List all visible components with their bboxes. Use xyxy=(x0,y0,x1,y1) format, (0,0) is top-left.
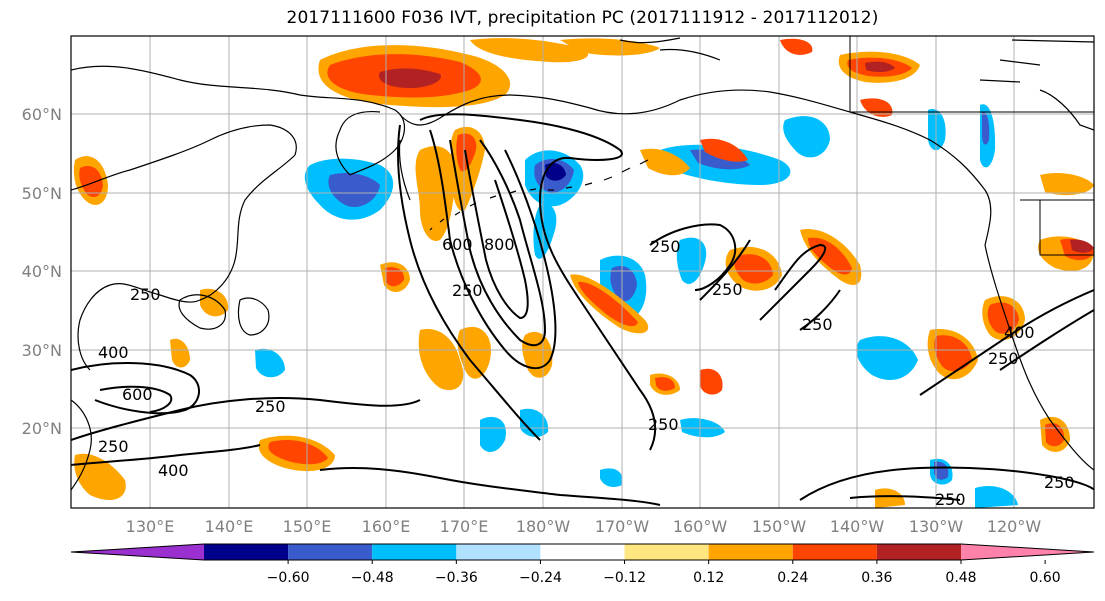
lon-label: 170°E xyxy=(440,517,489,536)
colorbar-tick-label: 0.24 xyxy=(777,570,808,586)
contour-label: 600 xyxy=(442,235,473,254)
colorbar-segment xyxy=(372,544,457,560)
colorbar-tick-label: −0.24 xyxy=(519,570,562,586)
lon-label: 140°W xyxy=(830,517,885,536)
contour-label: 250 xyxy=(988,349,1019,368)
lat-label: 30°N xyxy=(22,341,62,360)
lon-label: 150°W xyxy=(752,517,807,536)
contour-label: 250 xyxy=(650,237,681,256)
ivt-contours xyxy=(71,113,1094,506)
lon-label: 160°E xyxy=(362,517,411,536)
contour-label: 250 xyxy=(935,490,966,509)
contour-label: 250 xyxy=(255,397,286,416)
lon-label: 120°W xyxy=(987,517,1042,536)
lon-label: 160°W xyxy=(673,517,728,536)
lon-label: 180°W xyxy=(516,517,571,536)
colorbar-tick-label: 0.36 xyxy=(861,570,892,586)
boundaries xyxy=(849,36,1094,256)
colorbar-tick-label: 0.60 xyxy=(1030,570,1061,586)
lat-label: 40°N xyxy=(22,262,62,281)
lon-label: 150°E xyxy=(283,517,332,536)
colorbar-segment xyxy=(204,544,289,560)
contour-label: 400 xyxy=(1004,323,1035,342)
contour-label: 250 xyxy=(648,415,679,434)
lon-label: 130°W xyxy=(909,517,964,536)
lon-label: 170°W xyxy=(595,517,650,536)
map-background xyxy=(71,36,1094,508)
colorbar-extend-low xyxy=(71,544,204,560)
lat-label: 20°N xyxy=(22,419,62,438)
colorbar-outline xyxy=(70,543,1095,561)
map-title: 2017111600 F036 IVT, precipitation PC (2… xyxy=(286,8,879,28)
colorbar-tick-label: 0.48 xyxy=(945,570,976,586)
colorbar-tick-label: −0.48 xyxy=(351,570,394,586)
colorbar-segment xyxy=(624,544,709,560)
colorbar: −0.60 −0.48 −0.36 −0.24 −0.12 0.12 0.24 0.36 0.4… xyxy=(70,543,1095,586)
contour-label: 250 xyxy=(98,437,129,456)
contour-label: 250 xyxy=(802,315,833,334)
contour-label: 250 xyxy=(130,285,161,304)
contour-label: 400 xyxy=(98,343,129,362)
colorbar-segment xyxy=(876,544,961,560)
contour-label: 250 xyxy=(712,280,743,299)
colorbar-segment xyxy=(456,544,541,560)
contour-label: 800 xyxy=(484,235,515,254)
coastlines xyxy=(71,37,1094,491)
colorbar-extend-high xyxy=(961,544,1094,560)
lon-label: 140°E xyxy=(205,517,254,536)
colorbar-tick-label: −0.60 xyxy=(267,570,310,586)
longitude-labels: 130°E 140°E 150°E 160°E 170°E 180°W 170°… xyxy=(126,517,1042,536)
latitude-labels: 60°N 50°N 40°N 30°N 20°N xyxy=(22,105,62,438)
colorbar-segment xyxy=(708,544,793,560)
contour-label: 600 xyxy=(122,385,153,404)
lat-label: 50°N xyxy=(22,184,62,203)
contour-label: 250 xyxy=(1044,473,1075,492)
lat-label: 60°N xyxy=(22,105,62,124)
contour-labels: 250 250 400 600 250 250 400 600 800 250 … xyxy=(98,235,1075,509)
colorbar-tick-label: −0.12 xyxy=(603,570,646,586)
colorbar-tick-label: 0.12 xyxy=(693,570,724,586)
colorbar-tick-label: −0.36 xyxy=(435,570,478,586)
contour-label: 400 xyxy=(158,461,189,480)
lon-label: 130°E xyxy=(126,517,175,536)
map-frame xyxy=(70,35,1095,509)
colorbar-segment xyxy=(792,544,877,560)
colorbar-segment xyxy=(288,544,373,560)
colorbar-segment xyxy=(540,544,625,560)
contour-label: 250 xyxy=(452,281,483,300)
